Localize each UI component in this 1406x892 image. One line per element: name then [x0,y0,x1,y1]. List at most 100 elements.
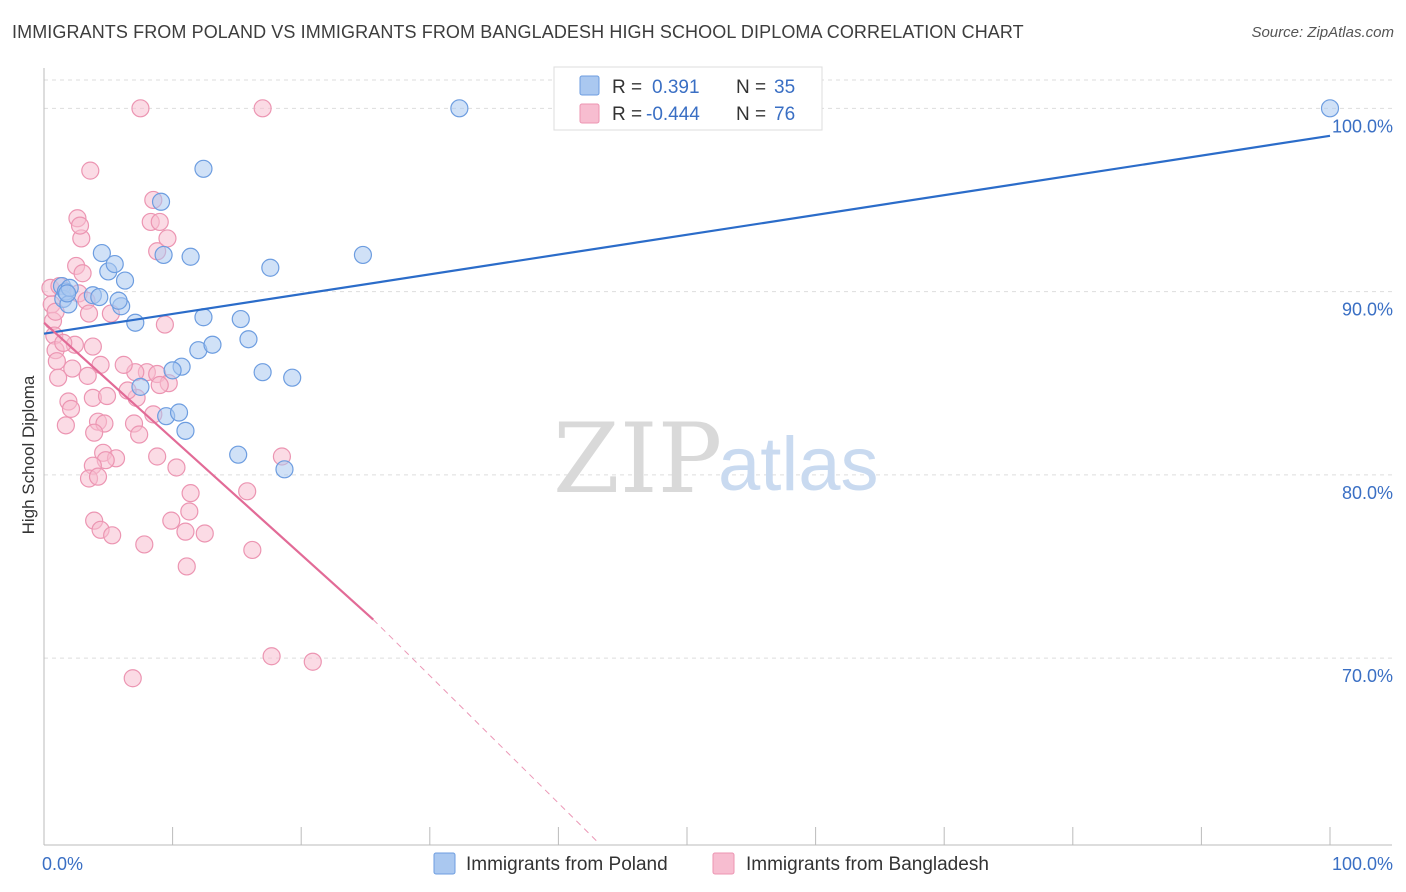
bangladesh-point [176,522,195,541]
bangladesh-point [150,212,169,232]
bangladesh-point [181,484,200,503]
poland-point [92,243,111,263]
poland-point [181,247,200,266]
bangladesh-point [103,526,122,545]
series-poland-points [52,99,1340,479]
legend-r-label-poland: R = [612,77,642,98]
bottom-legend-swatch-poland [433,852,456,875]
bangladesh-point [56,416,75,435]
poland-point [154,245,173,265]
legend-swatch-bangladesh [579,103,600,124]
poland-point [353,245,373,265]
legend-r-value-poland: 0.391 [652,77,700,98]
poland-point [105,254,124,274]
poland-point [229,445,248,464]
poland-point [239,330,258,349]
legend-swatch-poland [579,75,600,96]
bangladesh-trend-line [43,321,374,621]
watermark-atlas: atlas [718,422,879,507]
poland-point [151,192,171,211]
bangladesh-point [177,557,196,576]
poland-point [90,287,109,307]
bangladesh-point [79,304,99,323]
poland-point [131,377,150,396]
bangladesh-point [130,425,149,444]
x-tick-label: 100.0% [1332,854,1393,874]
bangladesh-point [81,161,100,180]
bangladesh-point [180,502,199,521]
poland-point [176,421,195,440]
poland-point [109,291,128,310]
bangladesh-point [162,511,181,530]
poland-point [261,258,280,277]
y-axis-label: High School Diploma [19,375,38,534]
bangladesh-point [47,352,66,371]
bangladesh-point [83,337,102,356]
poland-point [194,308,213,327]
legend-n-value-poland: 35 [774,77,795,98]
bangladesh-point [131,99,150,118]
y-tick-label: 70.0% [1342,666,1393,686]
legend-n-label-poland: N = [736,77,766,98]
trend-lines [43,134,1331,842]
poland-point [253,363,272,382]
stats-legend: R = 0.391 N = 35 R = -0.444 N = 76 [553,66,823,131]
bangladesh-point [114,355,133,374]
watermark: ZIP atlas [553,403,879,515]
axes: 70.0% 80.0% 90.0% 100.0% 0.0% 100.0% [42,68,1393,874]
bangladesh-point [85,423,104,442]
y-tick-label: 90.0% [1342,300,1393,320]
poland-point [163,361,182,380]
bangladesh-point [150,375,169,395]
poland-point [169,403,189,422]
bangladesh-point [54,333,73,352]
bangladesh-point [70,216,90,235]
poland-point [126,313,145,332]
bangladesh-point [63,359,82,378]
bangladesh-point [88,467,108,486]
bangladesh-point [303,652,322,671]
poland-point [231,309,250,329]
poland-trend-line [43,134,1331,335]
bangladesh-point [195,524,214,543]
poland-point [275,460,294,479]
poland-point [194,159,213,178]
poland-point [283,368,302,387]
watermark-zip: ZIP [553,403,722,515]
poland-point [58,284,77,303]
poland-point [450,99,469,118]
bangladesh-point [61,399,81,418]
chart-title: IMMIGRANTS FROM POLAND VS IMMIGRANTS FRO… [12,22,1024,42]
bottom-legend-label-bangladesh: Immigrants from Bangladesh [746,854,989,875]
y-tick-label: 80.0% [1342,483,1393,503]
series-legend: Immigrants from Poland Immigrants from B… [433,852,989,875]
source-credit: Source: ZipAtlas.com [1251,24,1394,41]
bangladesh-point [97,386,117,406]
bangladesh-point [167,458,186,477]
bangladesh-trend-extension [372,619,598,842]
poland-point [203,335,222,354]
series-bangladesh-points [41,99,322,688]
bangladesh-point [253,99,272,118]
bangladesh-point [148,447,167,466]
y-tick-label: 100.0% [1332,116,1393,136]
bangladesh-point [155,315,174,334]
bangladesh-point [123,669,142,688]
bangladesh-point [91,355,110,374]
bangladesh-point [135,535,154,554]
bangladesh-point [243,540,262,560]
legend-n-value-bangladesh: 76 [774,104,795,125]
bangladesh-point [262,647,281,666]
bottom-legend-label-poland: Immigrants from Poland [466,854,668,875]
bangladesh-point [49,368,68,387]
legend-r-label-bangladesh: R = [612,104,642,125]
grid-lines [44,79,1392,659]
bangladesh-point [238,482,257,501]
bangladesh-point [78,366,97,385]
bangladesh-point [73,264,92,283]
x-tick-label: 0.0% [42,854,83,874]
legend-n-label-bangladesh: N = [736,104,766,125]
poland-point [115,271,135,290]
bottom-legend-swatch-bangladesh [712,852,735,875]
